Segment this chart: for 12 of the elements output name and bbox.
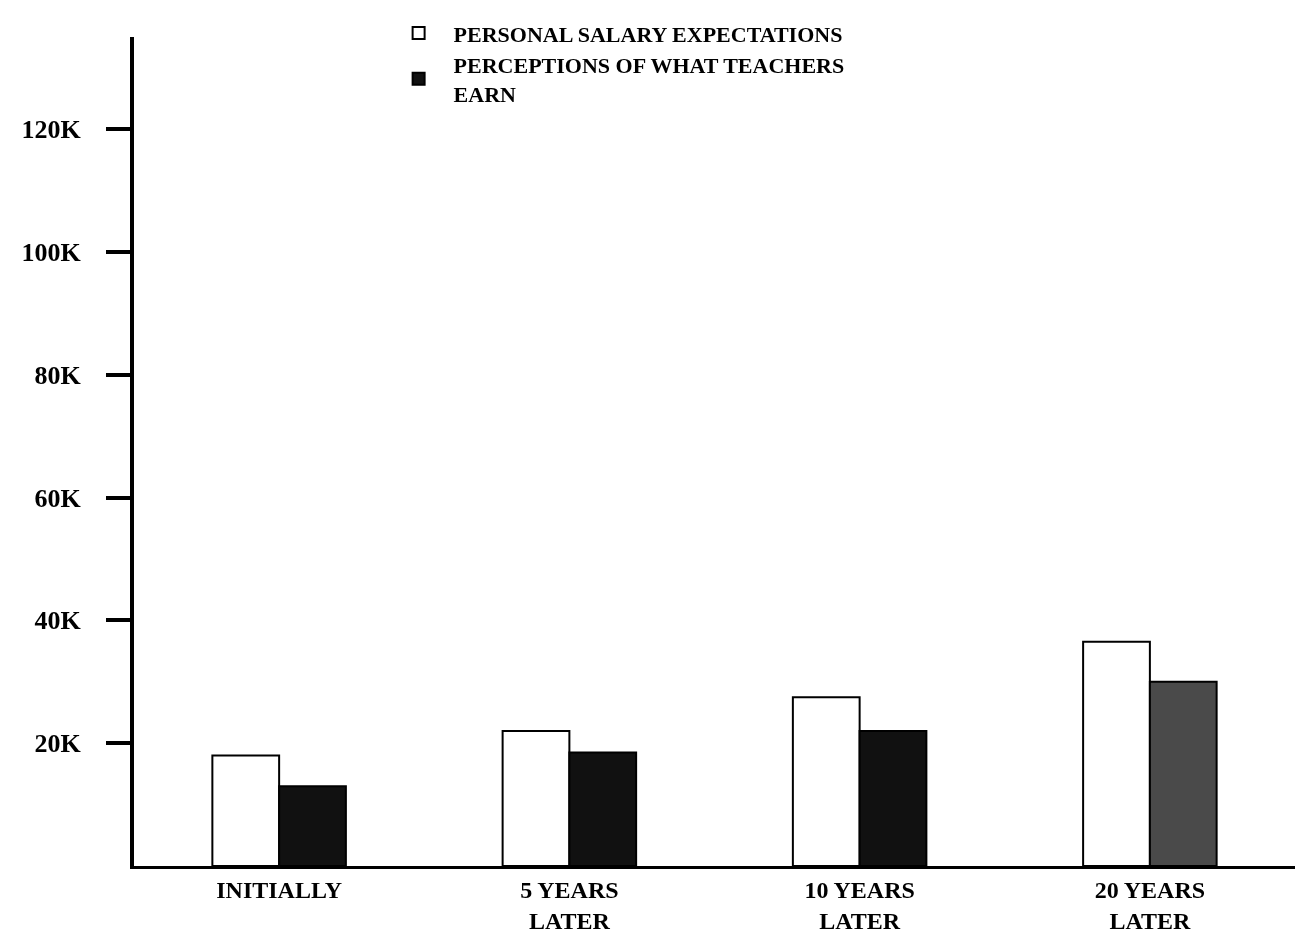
legend-label: PERSONAL SALARY EXPECTATIONS [453, 21, 843, 47]
y-tick-label: 100K [21, 238, 82, 268]
y-tick-label: 120K [21, 115, 82, 145]
x-tick-label: INITIALLY [216, 876, 343, 903]
legend-label: PERCEPTIONS OF WHAT TEACHERS EARN [453, 53, 845, 107]
y-tick-label: 60K [34, 483, 82, 513]
y-tick-label: 20K [34, 729, 82, 759]
x-tick-label: 20 YEARS LATER [1094, 876, 1206, 934]
y-tick-label: 80K [34, 360, 82, 390]
y-tick-label: 40K [34, 606, 82, 636]
x-tick-label: 5 YEARS LATER [520, 876, 619, 934]
x-tick-label: 10 YEARS LATER [804, 876, 915, 934]
